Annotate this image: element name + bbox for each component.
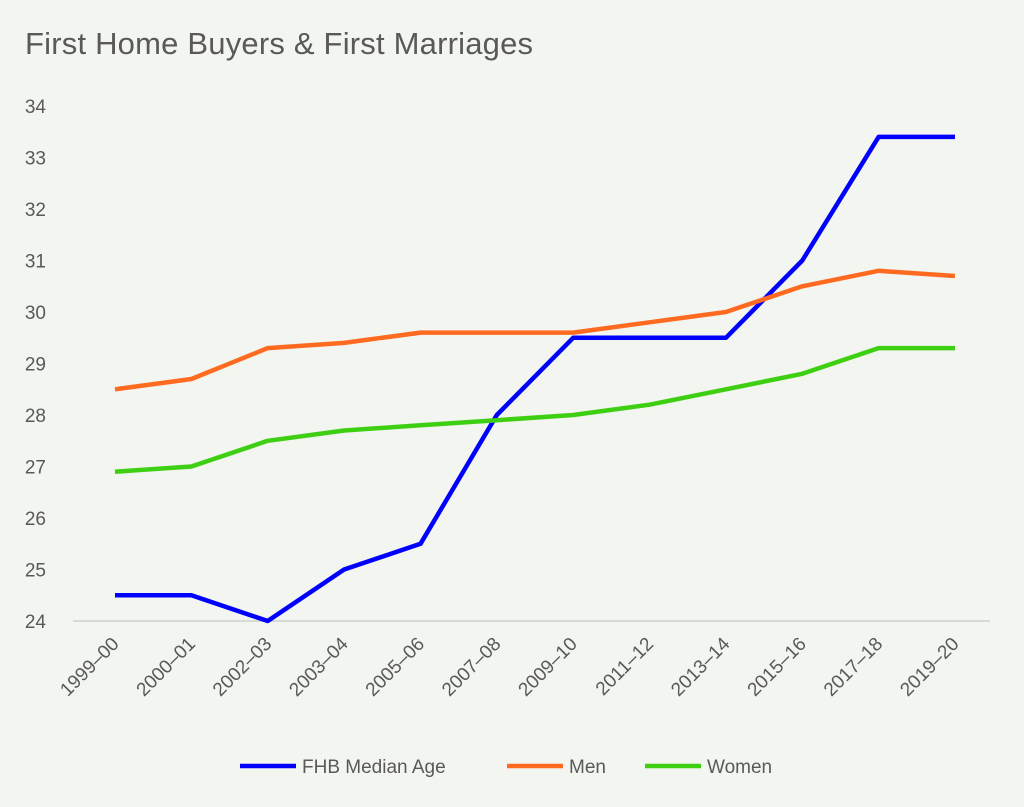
y-axis: 24 25 26 27 28 29 30 31 32 33 34 [25, 97, 47, 633]
series-line-men [114, 268, 956, 392]
y-tick-label: 33 [25, 149, 46, 170]
y-tick-label: 29 [25, 355, 46, 376]
x-tick-label: 2003–04 [285, 633, 352, 700]
legend: FHB Median Age Men Women [240, 757, 772, 778]
x-tick-label: 2019–20 [896, 634, 963, 701]
x-tick-label: 2009–10 [515, 634, 582, 701]
x-axis: 1999–00 2000–01 2002–03 2003–04 2005–06 2007–… [56, 633, 963, 700]
series-line-women [114, 345, 955, 474]
y-tick-label: 25 [25, 561, 46, 582]
x-tick-label: 2015–16 [744, 634, 811, 701]
legend-label: FHB Median Age [302, 757, 446, 778]
x-tick-label: 1999–00 [56, 634, 123, 701]
y-tick-label: 28 [25, 406, 46, 427]
legend-label: Men [569, 757, 606, 778]
x-tick-label: 2005–06 [362, 634, 429, 701]
y-tick-label: 31 [25, 252, 46, 273]
x-tick-label: 2013–14 [667, 633, 734, 700]
chart-title: First Home Buyers & First Marriages [25, 26, 534, 61]
x-tick-label: 2002–03 [209, 634, 276, 701]
series-line-fhb-median-age [115, 134, 955, 624]
y-tick-label: 26 [25, 509, 46, 530]
x-tick-label: 2011–12 [592, 634, 658, 700]
legend-label: Women [707, 757, 772, 778]
x-tick-label: 2000–01 [133, 634, 200, 701]
y-tick-label: 30 [25, 303, 46, 324]
series-lines [114, 134, 956, 624]
y-tick-label: 24 [25, 612, 47, 633]
x-tick-label: 2017–18 [820, 634, 887, 701]
x-tick-label: 2007–08 [438, 634, 505, 701]
y-tick-label: 27 [25, 458, 46, 479]
y-tick-label: 34 [25, 97, 47, 118]
y-tick-label: 32 [25, 200, 46, 221]
